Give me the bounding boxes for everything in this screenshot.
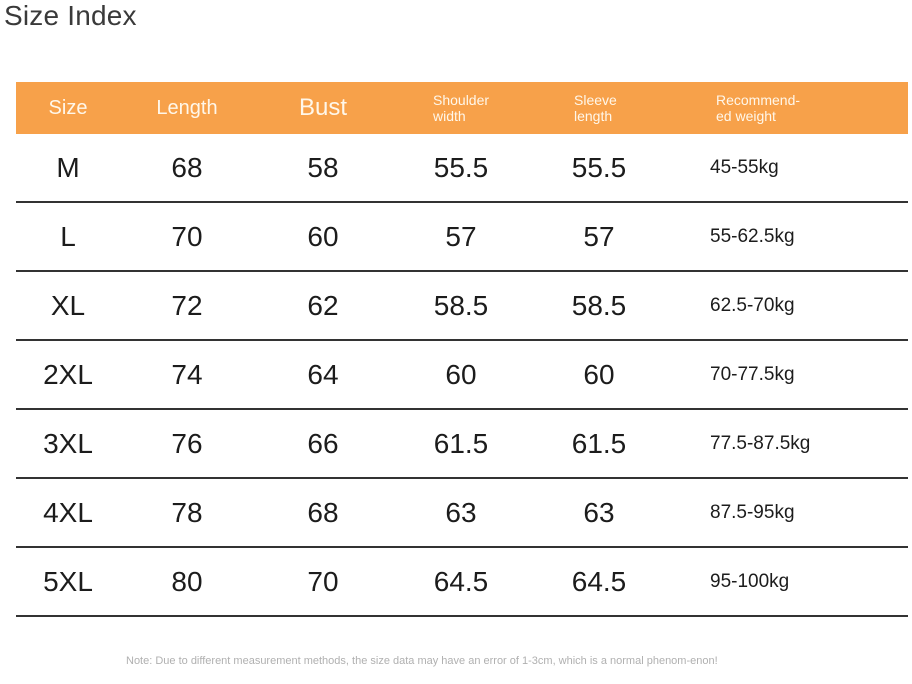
header-shoulder-line1: Shoulder <box>433 92 490 108</box>
cell-weight: 87.5-95kg <box>710 501 795 523</box>
table-body: M 68 58 55.5 55.5 45-55kg L 70 60 57 57 55-62.5kg XL… <box>16 134 908 617</box>
table-row: M 68 58 55.5 55.5 45-55kg <box>16 134 908 203</box>
measurement-note: Note: Due to different measurement metho… <box>126 655 718 667</box>
cell-size: L <box>60 220 76 252</box>
table-row: XL 72 62 58.5 58.5 62.5-70kg <box>16 272 908 341</box>
cell-length: 76 <box>171 427 203 459</box>
cell-sleeve: 55.5 <box>571 151 627 183</box>
cell-bust: 60 <box>307 220 339 252</box>
cell-weight: 45-55kg <box>710 156 779 178</box>
cell-size: 2XL <box>43 358 93 390</box>
cell-sleeve: 64.5 <box>571 565 627 597</box>
cell-size: 4XL <box>43 496 93 528</box>
table-row: 5XL 80 70 64.5 64.5 95-100kg <box>16 548 908 617</box>
header-sleeve-line1: Sleeve <box>574 92 617 108</box>
cell-size: 3XL <box>43 427 93 459</box>
cell-bust: 62 <box>307 289 339 321</box>
table-header: Size Length Bust Shoulder width Sleeve l… <box>16 82 908 134</box>
cell-sleeve: 63 <box>583 496 615 528</box>
cell-length: 78 <box>171 496 203 528</box>
cell-length: 74 <box>171 358 203 390</box>
cell-size: 5XL <box>43 565 93 597</box>
cell-weight: 62.5-70kg <box>710 294 795 316</box>
cell-shoulder: 55.5 <box>433 151 489 183</box>
cell-sleeve: 58.5 <box>571 289 627 321</box>
cell-weight: 77.5-87.5kg <box>710 432 811 454</box>
table-row: L 70 60 57 57 55-62.5kg <box>16 203 908 272</box>
header-recommended-weight: Recommend- ed weight <box>668 82 908 134</box>
cell-bust: 66 <box>307 427 339 459</box>
cell-sleeve: 57 <box>583 220 615 252</box>
cell-shoulder: 61.5 <box>433 427 489 459</box>
page-title: Size Index <box>4 0 137 31</box>
cell-sleeve: 61.5 <box>571 427 627 459</box>
cell-shoulder: 57 <box>445 220 477 252</box>
cell-size: XL <box>50 289 86 321</box>
cell-bust: 70 <box>307 565 339 597</box>
header-weight-line1: Recommend- <box>716 92 801 108</box>
cell-sleeve: 60 <box>583 358 615 390</box>
size-table: Size Length Bust Shoulder width Sleeve l… <box>16 82 908 617</box>
cell-length: 80 <box>171 565 203 597</box>
header-length: Length <box>156 96 218 119</box>
cell-bust: 58 <box>307 151 339 183</box>
cell-weight: 55-62.5kg <box>710 225 795 247</box>
header-shoulder-width: Shoulder width <box>392 82 530 134</box>
cell-bust: 68 <box>307 496 339 528</box>
header-sleeve-length: Sleeve length <box>530 82 668 134</box>
table-row: 3XL 76 66 61.5 61.5 77.5-87.5kg <box>16 410 908 479</box>
cell-shoulder: 64.5 <box>433 565 489 597</box>
cell-shoulder: 58.5 <box>433 289 489 321</box>
cell-bust: 64 <box>307 358 339 390</box>
cell-length: 70 <box>171 220 203 252</box>
table-row: 4XL 78 68 63 63 87.5-95kg <box>16 479 908 548</box>
header-bust: Bust <box>298 94 348 121</box>
header-sleeve-line2: length <box>574 108 613 124</box>
cell-weight: 95-100kg <box>710 570 790 592</box>
cell-size: M <box>56 151 80 183</box>
cell-shoulder: 60 <box>445 358 477 390</box>
cell-weight: 70-77.5kg <box>710 363 795 385</box>
cell-length: 72 <box>171 289 203 321</box>
header-weight-line2: ed weight <box>716 108 776 124</box>
table-row: 2XL 74 64 60 60 70-77.5kg <box>16 341 908 410</box>
cell-shoulder: 63 <box>445 496 477 528</box>
header-shoulder-line2: width <box>433 108 466 124</box>
cell-length: 68 <box>171 151 203 183</box>
header-size: Size <box>48 96 88 119</box>
